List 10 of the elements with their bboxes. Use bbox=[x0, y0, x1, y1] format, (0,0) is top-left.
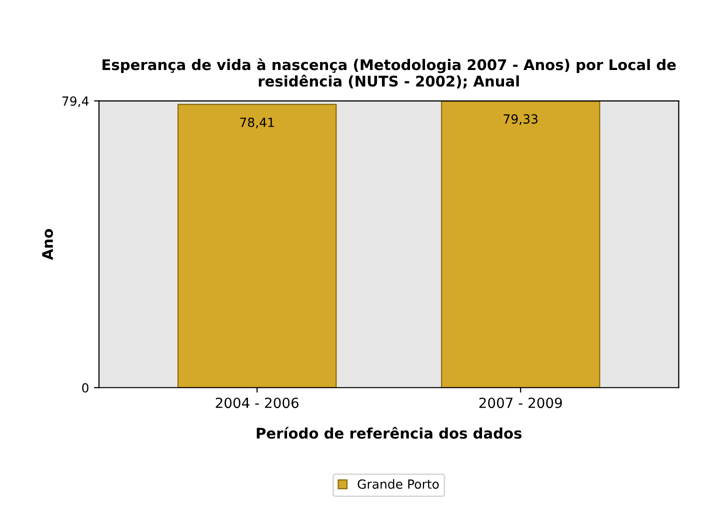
data-label: 79,33 bbox=[504, 114, 538, 125]
y-axis-title: Ano bbox=[42, 229, 54, 260]
chart-title: Esperança de vida à nascença (Metodologia 2007 - Anos) por Local de residência (NUTS - 2002); Anual bbox=[102, 58, 676, 89]
data-label: 78,41 bbox=[240, 118, 274, 128]
x-axis-title: Período de referência dos dados bbox=[256, 426, 522, 439]
x-tick-label: 2004 - 2006 bbox=[216, 398, 298, 408]
y-tick-label: 79,4 bbox=[62, 96, 89, 108]
legend-label: Grande Porto bbox=[358, 479, 439, 489]
y-tick-label: 0 bbox=[82, 383, 88, 393]
x-tick-label: 2007 - 2009 bbox=[479, 398, 562, 408]
